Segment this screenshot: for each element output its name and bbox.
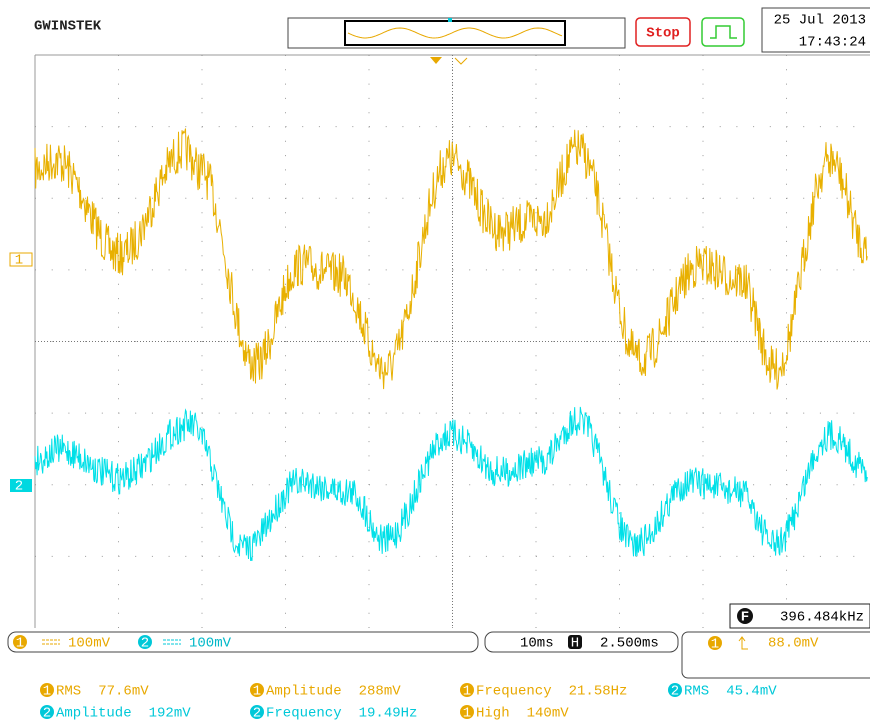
horizontal-icon-bg: [568, 635, 582, 649]
trigger-slope-icon: [738, 636, 748, 650]
timebase-scale: 10ms: [520, 636, 554, 652]
run-stop-button[interactable]: [635, 17, 691, 47]
run-state[interactable]: Stop: [646, 26, 680, 42]
channel-1-marker-label: 1: [15, 253, 23, 269]
measurement-badge-bg: [460, 683, 474, 697]
trigger-badge-bg: [708, 636, 722, 650]
channel-2-trace: [34, 406, 868, 562]
brand-logo: GWINSTEK: [34, 19, 102, 35]
channel-2-marker: [10, 479, 32, 492]
measurements: 1 RMS 77.6mV 1 Amplitude 288mV 1 Frequency 21.58…: [40, 683, 777, 722]
measurement-value: 140mV: [527, 706, 570, 722]
trigger-position-marker: [430, 57, 442, 64]
measurement-value: 77.6mV: [98, 684, 149, 700]
measurement-value: 45.4mV: [726, 684, 777, 700]
trigger-icon: [710, 25, 737, 39]
trigger-level: 88.0mV: [768, 636, 819, 652]
measurement-channel: 2: [671, 684, 679, 700]
ch2-scale: 100mV: [189, 636, 232, 652]
ch2-badge: 2: [141, 636, 149, 652]
time: 17:43:24: [799, 35, 866, 51]
measurement-name: Amplitude: [56, 706, 132, 722]
measurement-badge-bg: [40, 705, 54, 719]
measurement-channel: 1: [463, 706, 471, 722]
measurement-badge-bg: [40, 683, 54, 697]
channel-1-marker: [9, 252, 33, 267]
measurement-channel: 2: [253, 706, 261, 722]
trigger-position-shadow: [454, 57, 468, 65]
trigger-status: [681, 631, 870, 679]
clock-box: [761, 7, 870, 53]
ch1-coupling-icon: [42, 639, 60, 645]
ch2-badge-bg: [138, 635, 152, 649]
trigger-badge: 1: [711, 637, 719, 653]
measurement-badge-bg: [250, 705, 264, 719]
channel-2-marker-label: 2: [15, 479, 23, 495]
counter-icon-bg: [737, 608, 753, 624]
measurement-name: Frequency: [266, 706, 342, 722]
measurement-name: High: [476, 706, 510, 722]
frequency-counter: [729, 603, 870, 629]
measurement-channel: 1: [463, 684, 471, 700]
counter-value: 396.484kHz: [780, 610, 864, 626]
measurement-badge-bg: [668, 683, 682, 697]
channel-1-trace: [34, 128, 868, 390]
measurement-name: Amplitude: [266, 684, 342, 700]
measurement-value: 192mV: [149, 706, 192, 722]
vertical-status: [7, 631, 479, 653]
measurement-badge-bg: [250, 683, 264, 697]
overview-window: [344, 20, 566, 46]
ch1-badge-bg: [13, 635, 27, 649]
ch1-scale: 100mV: [68, 636, 111, 652]
measurement-value: 288mV: [359, 684, 402, 700]
measurement-badge-bg: [460, 705, 474, 719]
overview-wave: [347, 27, 563, 39]
horizontal-icon: H: [571, 636, 579, 652]
overview-marker: [448, 18, 452, 22]
measurement-value: 19.49Hz: [359, 706, 418, 722]
date: 25 Jul 2013: [774, 13, 866, 29]
counter-icon: F: [741, 610, 749, 626]
measurement-name: RMS: [56, 684, 81, 700]
ch2-coupling-icon: [163, 639, 181, 645]
measurement-value: 21.58Hz: [569, 684, 628, 700]
memory-overview: [287, 17, 626, 49]
measurement-channel: 1: [253, 684, 261, 700]
measurement-name: Frequency: [476, 684, 552, 700]
measurement-channel: 2: [43, 706, 51, 722]
ch1-badge: 1: [16, 636, 24, 652]
timebase-position: 2.500ms: [600, 636, 659, 652]
measurement-name: RMS: [684, 684, 709, 700]
trigger-mode[interactable]: [701, 17, 745, 47]
measurement-channel: 1: [43, 684, 51, 700]
